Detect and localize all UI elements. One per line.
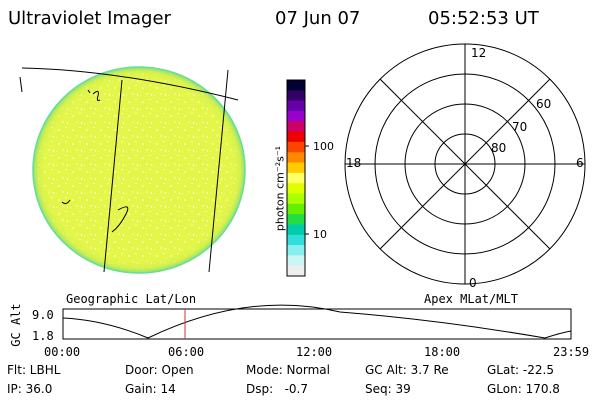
polar-label-12: 12	[471, 46, 487, 60]
time-tick-2359: 23:59	[553, 345, 590, 359]
colorbar-band	[287, 265, 305, 277]
polar-label-80: 80	[491, 141, 507, 155]
glon-value: GLon: 170.8	[487, 382, 560, 396]
geo-section-label: Geographic Lat/Lon	[66, 292, 197, 306]
colorbar-band	[287, 80, 305, 91]
colorbar-band	[287, 172, 305, 184]
time-tick-0000: 00:00	[44, 345, 81, 359]
colorbar-band	[287, 234, 305, 246]
time-tick-1800: 18:00	[424, 345, 461, 359]
colorbar-band	[287, 255, 305, 267]
colorbar-tick-10: 10	[313, 228, 327, 241]
altitude-tick-9: 9.0	[32, 308, 54, 322]
geographic-grid	[19, 67, 239, 273]
colorbar-band	[287, 100, 305, 112]
apex-section-label: Apex MLat/MLT	[424, 292, 518, 306]
colorbar-band	[287, 203, 305, 215]
altitude-axis-label: GC Alt	[9, 303, 23, 347]
colorbar-unit-label: photon cm⁻²s⁻¹	[273, 145, 287, 232]
colorbar-band	[287, 90, 305, 102]
filter-value: Flt: LBHL	[7, 363, 61, 377]
polar-grid	[344, 43, 586, 285]
colorbar-band	[287, 121, 305, 133]
altitude-plot	[62, 304, 572, 340]
polar-label-0: 0	[469, 276, 477, 290]
colorbar-band	[287, 214, 305, 225]
ip-value: IP: 36.0	[7, 382, 53, 396]
colorbar	[286, 79, 309, 277]
door-value: Door: Open	[125, 363, 194, 377]
time-tick-0600: 06:00	[168, 345, 205, 359]
app-title: Ultraviolet Imager	[8, 8, 171, 29]
time-label: 05:52:53 UT	[428, 8, 539, 29]
polar-label-70: 70	[512, 120, 528, 134]
altitude-tick-1-8: 1.8	[32, 329, 54, 343]
earth-disk-image	[32, 66, 246, 274]
colorbar-tick-100: 100	[313, 140, 334, 153]
colorbar-band	[287, 245, 305, 256]
gc-alt-value: GC Alt: 3.7 Re	[365, 363, 449, 377]
polar-label-6: 6	[576, 156, 584, 170]
gain-value: Gain: 14	[125, 382, 176, 396]
date-label: 07 Jun 07	[275, 8, 361, 29]
colorbar-band	[287, 183, 305, 194]
glat-value: GLat: -22.5	[487, 363, 554, 377]
mode-value: Mode: Normal	[246, 363, 330, 377]
dsp-value: Dsp: -0.7	[246, 382, 309, 396]
colorbar-band	[287, 162, 305, 174]
polar-label-18: 18	[346, 156, 362, 170]
colorbar-band	[287, 152, 305, 164]
colorbar-band	[287, 141, 305, 153]
seq-value: Seq: 39	[365, 382, 411, 396]
colorbar-band	[287, 110, 305, 122]
polar-label-60: 60	[536, 97, 552, 111]
colorbar-band	[287, 131, 305, 143]
colorbar-band	[287, 224, 305, 236]
colorbar-band	[287, 193, 305, 205]
time-tick-1200: 12:00	[296, 345, 333, 359]
